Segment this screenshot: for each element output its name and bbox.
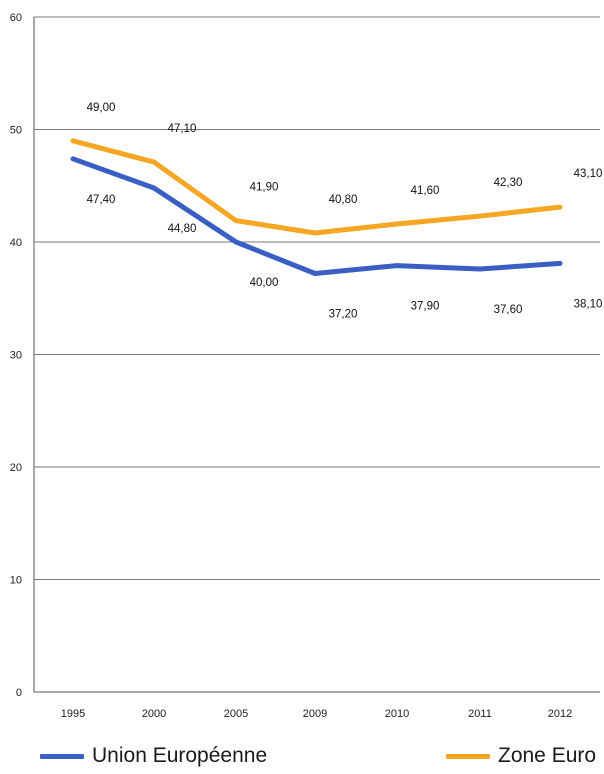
y-tick-label-40: 40 [10, 237, 22, 249]
legend-label-union-europeenne: Union Européenne [92, 744, 268, 767]
data-label-union-europeenne-2011: 37,60 [494, 304, 523, 316]
data-label-zone-euro-2009: 40,80 [329, 194, 358, 206]
gridlines [34, 16, 600, 580]
data-label-union-europeenne-2010: 37,90 [411, 301, 440, 313]
x-axis-ticks: 1995 2000 2005 2009 2010 2011 2012 [61, 708, 572, 720]
legend-label-zone-euro: Zone Euro [498, 744, 597, 767]
legend-swatch-zone-euro [446, 753, 490, 759]
data-label-union-europeenne-2000: 44,80 [168, 223, 197, 235]
y-tick-label-0: 0 [16, 687, 22, 699]
x-tick-label-2010: 2010 [385, 708, 409, 720]
data-label-union-europeenne-2012: 38,10 [574, 298, 603, 310]
x-tick-label-2011: 2011 [468, 708, 492, 720]
series-lines [70, 138, 563, 276]
y-tick-label-10: 10 [10, 575, 22, 587]
data-label-zone-euro-2010: 41,60 [411, 185, 440, 197]
data-labels: 47,40 44,80 40,00 37,20 37,90 37,60 38,10 49,00… [87, 102, 603, 321]
data-label-union-europeenne-2009: 37,20 [329, 309, 358, 321]
x-tick-label-1995: 1995 [61, 708, 85, 720]
data-label-zone-euro-2011: 42,30 [494, 177, 523, 189]
data-label-union-europeenne-2005: 40,00 [250, 277, 279, 289]
data-label-zone-euro-1995: 49,00 [87, 102, 116, 114]
data-label-zone-euro-2005: 41,90 [250, 182, 279, 194]
axes [33, 17, 600, 693]
x-tick-label-2005: 2005 [224, 708, 248, 720]
legend-swatch-union-europeenne [40, 753, 84, 759]
y-tick-label-60: 60 [10, 12, 22, 24]
data-label-union-europeenne-1995: 47,40 [87, 194, 116, 206]
data-label-zone-euro-2012: 43,10 [574, 168, 603, 180]
x-tick-label-2000: 2000 [142, 708, 166, 720]
y-tick-label-50: 50 [10, 125, 22, 137]
legend-item-union-europeenne: Union Européenne [40, 744, 267, 768]
x-tick-label-2009: 2009 [303, 708, 327, 720]
y-axis-ticks: 0 10 20 30 40 50 60 [10, 12, 22, 699]
y-tick-label-20: 20 [10, 462, 22, 474]
x-tick-label-2012: 2012 [548, 708, 572, 720]
data-label-zone-euro-2000: 47,10 [168, 123, 197, 135]
legend: Union Européenne Zone Euro [0, 744, 604, 774]
y-tick-label-30: 30 [10, 350, 22, 362]
legend-item-zone-euro: Zone Euro [446, 744, 596, 768]
